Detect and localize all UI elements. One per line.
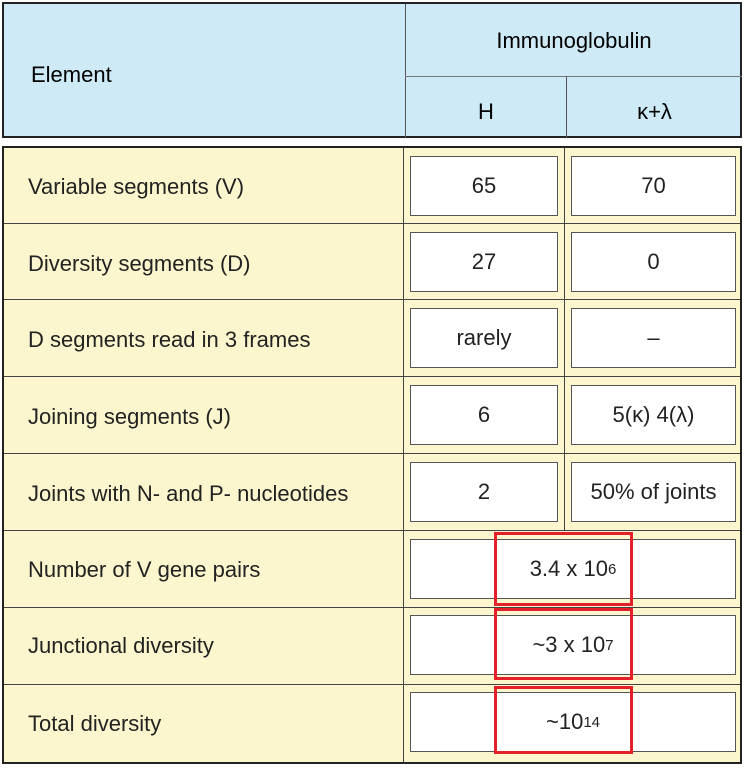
column-divider	[564, 148, 565, 531]
row-label: Diversity segments (D)	[28, 251, 251, 276]
column-divider	[403, 148, 404, 762]
cell-kl: –	[571, 308, 736, 368]
row-divider	[4, 223, 740, 224]
row-divider	[4, 453, 740, 454]
cell-merged: ~3 x 10 7	[410, 615, 736, 675]
row-divider	[4, 376, 740, 377]
value-base: 3.4 x 10	[529, 556, 608, 581]
value-exponent: 7	[605, 636, 614, 654]
cell-h: 27	[410, 232, 558, 292]
header-divider	[566, 76, 567, 138]
value-base: ~3 x 10	[532, 632, 606, 657]
row-label: Joining segments (J)	[28, 404, 231, 429]
cell-h: 2	[410, 462, 558, 522]
header-divider	[405, 4, 406, 138]
header-immunoglobulin: Immunoglobulin	[496, 28, 652, 53]
row-label: Junctional diversity	[28, 633, 214, 658]
header-kappa-lambda: κ+λ	[637, 99, 672, 124]
cell-h: 6	[410, 385, 558, 445]
row-divider	[4, 684, 740, 685]
row-label: Variable segments (V)	[28, 174, 245, 199]
table-body: Variable segments (V) 65 70 Diversity se…	[2, 146, 742, 764]
cell-merged: 3.4 x 10 6	[410, 539, 736, 599]
value-base: ~10	[545, 709, 584, 734]
cell-kl: 5(κ) 4(λ)	[571, 385, 736, 445]
row-divider	[4, 530, 740, 531]
row-label: Total diversity	[28, 711, 162, 736]
row-divider	[4, 299, 740, 300]
header-divider	[405, 76, 742, 77]
header-h: H	[478, 99, 494, 124]
cell-h: rarely	[410, 308, 558, 368]
cell-h: 65	[410, 156, 558, 216]
header-element: Element	[31, 62, 112, 87]
row-label: Joints with N- and P- nucleotides	[28, 481, 349, 506]
cell-kl: 0	[571, 232, 736, 292]
row-label: Number of V gene pairs	[28, 557, 261, 582]
row-divider	[4, 607, 740, 608]
cell-merged: ~10 14	[410, 692, 736, 752]
cell-kl: 50% of joints	[571, 462, 736, 522]
value-exponent: 14	[583, 713, 600, 731]
cell-kl: 70	[571, 156, 736, 216]
row-label: D segments read in 3 frames	[28, 327, 311, 352]
value-exponent: 6	[607, 560, 617, 578]
table-header: Element Immunoglobulin H κ+λ	[2, 2, 742, 138]
